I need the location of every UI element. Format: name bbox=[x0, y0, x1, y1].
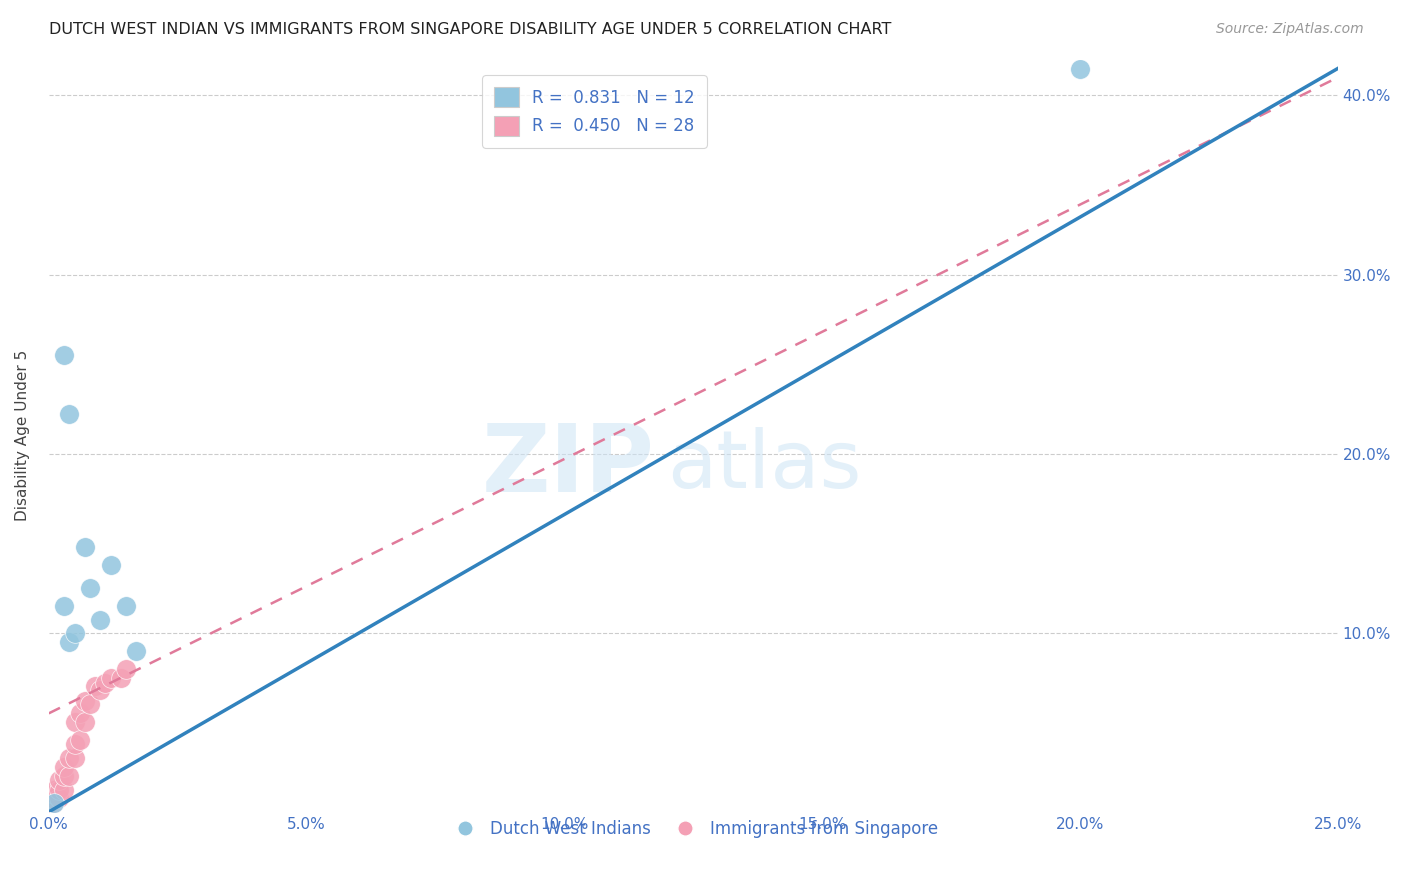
Point bbox=[100, 671, 122, 685]
Point bbox=[38, 790, 60, 805]
Text: Source: ZipAtlas.com: Source: ZipAtlas.com bbox=[1216, 22, 1364, 37]
Point bbox=[115, 662, 138, 676]
Point bbox=[63, 715, 86, 730]
Point bbox=[42, 796, 65, 810]
Point bbox=[53, 760, 76, 774]
Point bbox=[63, 737, 86, 751]
Point bbox=[53, 769, 76, 783]
Point bbox=[69, 733, 91, 747]
Point bbox=[48, 790, 70, 805]
Point bbox=[48, 783, 70, 797]
Point bbox=[100, 558, 122, 572]
Point bbox=[1069, 62, 1091, 76]
Point bbox=[79, 581, 101, 595]
Point bbox=[42, 787, 65, 801]
Point bbox=[48, 772, 70, 787]
Point bbox=[58, 751, 80, 765]
Point bbox=[115, 599, 138, 613]
Point bbox=[58, 769, 80, 783]
Point bbox=[69, 706, 91, 721]
Point bbox=[73, 694, 96, 708]
Point bbox=[42, 792, 65, 806]
Point bbox=[84, 680, 107, 694]
Point bbox=[53, 599, 76, 613]
Point bbox=[79, 698, 101, 712]
Point bbox=[42, 796, 65, 810]
Text: atlas: atlas bbox=[668, 427, 862, 505]
Point bbox=[89, 613, 111, 627]
Text: ZIP: ZIP bbox=[482, 420, 655, 512]
Point bbox=[63, 625, 86, 640]
Point bbox=[110, 671, 132, 685]
Point bbox=[58, 634, 80, 648]
Text: DUTCH WEST INDIAN VS IMMIGRANTS FROM SINGAPORE DISABILITY AGE UNDER 5 CORRELATIO: DUTCH WEST INDIAN VS IMMIGRANTS FROM SIN… bbox=[49, 22, 891, 37]
Point bbox=[73, 715, 96, 730]
Point bbox=[53, 348, 76, 362]
Point bbox=[89, 683, 111, 698]
Point bbox=[94, 676, 117, 690]
Legend: Dutch West Indians, Immigrants from Singapore: Dutch West Indians, Immigrants from Sing… bbox=[441, 814, 945, 845]
Point bbox=[38, 796, 60, 810]
Point bbox=[53, 783, 76, 797]
Point bbox=[63, 751, 86, 765]
Point bbox=[73, 540, 96, 554]
Point bbox=[42, 783, 65, 797]
Point bbox=[125, 643, 148, 657]
Point bbox=[58, 407, 80, 421]
Y-axis label: Disability Age Under 5: Disability Age Under 5 bbox=[15, 351, 30, 521]
